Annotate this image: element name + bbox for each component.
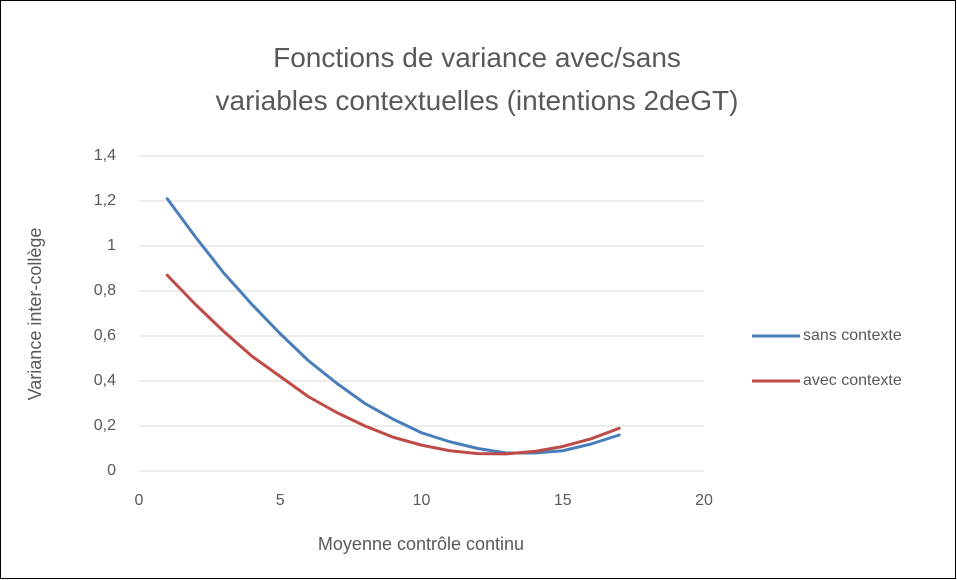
y-tick-label: 1,2	[94, 192, 116, 209]
series-line	[165, 197, 621, 455]
x-tick-label: 10	[413, 492, 431, 509]
x-tick-label: 20	[695, 492, 713, 509]
y-tick-label: 0,2	[94, 417, 116, 434]
y-tick-label: 0,8	[94, 282, 116, 299]
x-tick-label: 0	[135, 492, 144, 509]
x-tick-label: 15	[554, 492, 572, 509]
legend-label: avec contexte	[803, 372, 902, 389]
y-tick-label: 0,4	[94, 372, 116, 389]
y-axis-label: Variance inter-collège	[25, 228, 45, 401]
chart-title: Fonctions de variance avec/sans variables…	[216, 42, 739, 116]
legend-label: sans contexte	[803, 327, 902, 344]
x-axis-label: Moyenne contrôle continu	[318, 534, 524, 554]
y-tick-label: 1,4	[94, 147, 116, 164]
y-tick-label: 0,6	[94, 327, 116, 344]
y-tick-label: 0	[107, 462, 116, 479]
series-line	[165, 273, 621, 456]
x-tick-label: 5	[276, 492, 285, 509]
y-tick-label: 1	[107, 237, 116, 254]
